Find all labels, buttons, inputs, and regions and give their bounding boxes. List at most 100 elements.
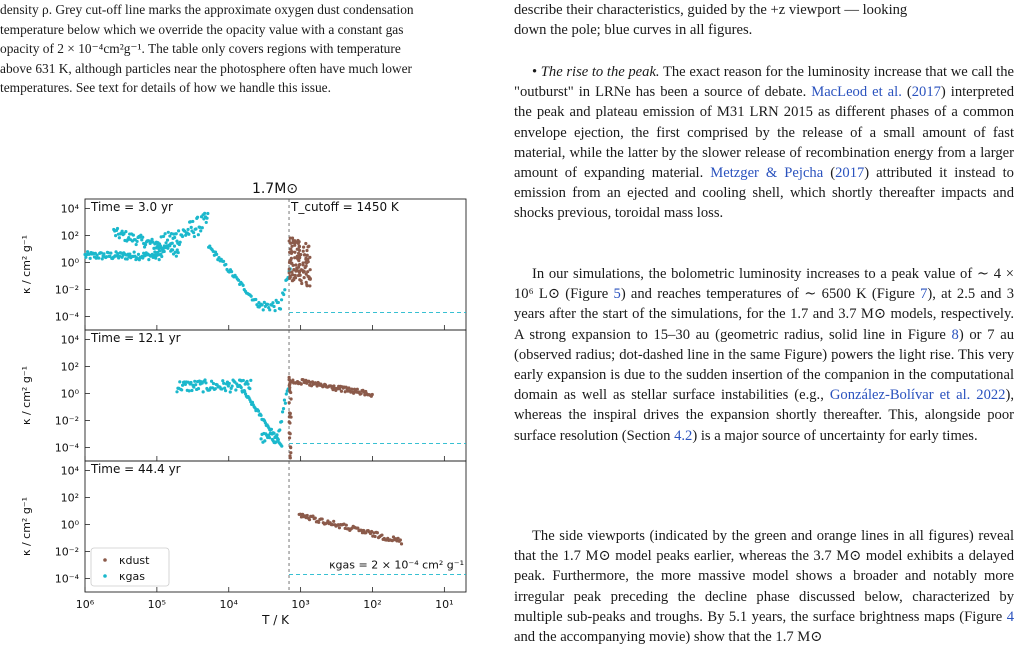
caption-line: opacity of 2 × 10⁻⁴cm²g⁻¹. The table onl… — [0, 41, 401, 57]
gas-point — [268, 308, 272, 312]
gas-point — [173, 235, 177, 240]
dust-point — [291, 378, 295, 382]
legend-dust-marker — [103, 558, 107, 562]
gas-point — [278, 428, 282, 432]
dust-point — [305, 513, 309, 518]
gas-point — [99, 251, 103, 255]
chart-panel: Time = 12.1 yr 10⁴ 10² 10⁰ 10⁻² 10⁻⁴ κ / cm² g… — [20, 329, 467, 462]
citation-link[interactable]: González-Bolívar et al. 2022 — [829, 387, 1006, 404]
y-tick-label: 10⁰ — [61, 518, 80, 531]
gas-point — [236, 278, 241, 282]
gas-point — [136, 252, 141, 256]
gas-point — [163, 232, 167, 236]
gas-point — [267, 436, 272, 440]
y-tick-label: 10⁻² — [55, 545, 79, 558]
gas-point — [160, 254, 164, 259]
dust-point — [297, 251, 301, 255]
figure-ref-link[interactable]: 7 — [920, 286, 928, 303]
gas-point — [119, 251, 123, 255]
gas-point — [224, 262, 228, 267]
dust-point — [288, 385, 292, 390]
dust-point — [299, 382, 303, 386]
gas-point — [283, 288, 287, 292]
y-tick-label: 10² — [61, 491, 79, 504]
dust-point — [305, 253, 309, 257]
gas-point — [235, 382, 239, 386]
gas-point — [106, 251, 110, 255]
citation-year-link[interactable]: 2017 — [835, 165, 865, 182]
cutoff-label: T_cutoff = 1450 K — [290, 200, 400, 214]
dust-point — [332, 519, 336, 523]
dust-point — [293, 256, 297, 260]
citation-link[interactable]: MacLeod et al. — [811, 84, 902, 101]
dust-point — [315, 384, 319, 388]
paragraph-text: interpreted the peak and plateau emissio… — [514, 84, 1014, 182]
gas-point — [206, 211, 210, 216]
gas-point — [280, 444, 284, 448]
gas-point — [245, 379, 249, 383]
gas-point — [127, 235, 131, 240]
gas-point — [154, 253, 158, 257]
gas-point — [192, 234, 196, 239]
gas-point — [134, 242, 138, 247]
gas-point — [191, 219, 195, 224]
gas-point — [281, 407, 286, 411]
gas-point — [131, 233, 135, 237]
gas-point — [178, 380, 182, 384]
dust-point — [288, 250, 292, 254]
figure-ref-link[interactable]: 5 — [613, 286, 621, 303]
gas-point — [195, 215, 200, 219]
gas-point — [234, 388, 238, 392]
dust-point — [297, 259, 301, 263]
dust-point — [351, 391, 356, 395]
dust-point — [359, 392, 363, 396]
caption-line: temperatures. See text for details of ho… — [0, 80, 331, 96]
caption-line: temperature below which we override the … — [0, 21, 404, 37]
dust-point — [287, 271, 291, 275]
section-ref-link[interactable]: 4.2 — [674, 427, 693, 444]
gas-point — [178, 240, 182, 244]
gas-point — [180, 234, 185, 239]
dust-point — [370, 392, 374, 397]
figure-ref-link[interactable]: 8 — [951, 326, 959, 343]
dust-points — [287, 375, 374, 460]
gas-point — [279, 298, 284, 302]
gas-point — [199, 229, 203, 233]
gas-point — [265, 302, 270, 306]
gas-point — [201, 390, 205, 394]
gas-point — [196, 387, 201, 391]
bullet-paragraph: • The rise to the peak. The exact reason… — [514, 64, 1014, 222]
y-tick-label: 10⁰ — [61, 387, 80, 400]
dust-point — [290, 244, 294, 248]
gas-point — [222, 381, 226, 385]
y-axis-label: κ / cm² g⁻¹ — [20, 235, 33, 294]
dust-point — [288, 241, 293, 245]
gas-point — [198, 225, 202, 229]
panel-time-label: Time = 44.4 yr — [90, 462, 181, 476]
paragraph-text: ) and reaches temperatures of ∼ 6500 K (… — [620, 286, 921, 303]
x-axis-label: T / K — [261, 613, 290, 627]
citation-link[interactable]: Metzger & Pejcha — [710, 165, 824, 182]
x-tick-label: 10⁴ — [220, 598, 239, 611]
gas-point — [273, 309, 277, 313]
gas-point — [109, 251, 113, 255]
gas-point — [88, 256, 92, 260]
dust-point — [304, 272, 308, 276]
dust-point — [289, 247, 293, 251]
gas-point — [187, 232, 191, 236]
citation-year-link[interactable]: 2017 — [911, 84, 941, 101]
dust-point — [302, 253, 307, 257]
dust-point — [290, 270, 294, 274]
paragraph-text: ) or 7 au (observed radius; dot-dashed l… — [514, 326, 1014, 404]
gas-point — [282, 398, 287, 402]
gas-point — [275, 433, 279, 437]
gas-point — [241, 378, 245, 383]
gas-point — [191, 231, 196, 235]
figure-ref-link[interactable]: 4 — [1006, 608, 1014, 625]
gas-point — [175, 248, 179, 252]
gas-point — [150, 237, 154, 241]
dust-point — [398, 538, 402, 542]
gas-point — [84, 255, 88, 259]
gas-point — [196, 233, 200, 237]
chart-panel: Time = 44.4 yr 10⁴ 10² 10⁰ 10⁻² 10⁻⁴ κ / cm² g… — [20, 460, 467, 611]
